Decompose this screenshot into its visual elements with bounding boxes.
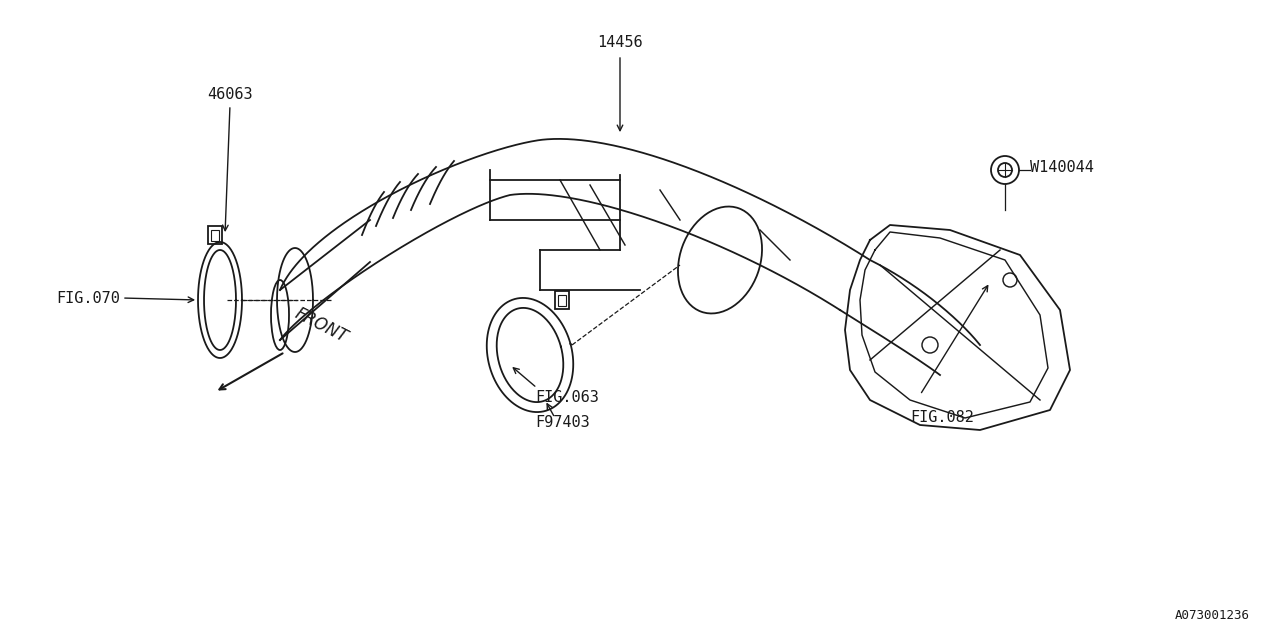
Text: W140044: W140044 xyxy=(1030,159,1094,175)
Text: FRONT: FRONT xyxy=(292,304,351,346)
Text: FIG.082: FIG.082 xyxy=(910,410,974,425)
Text: FIG.070: FIG.070 xyxy=(56,291,120,305)
Text: 46063: 46063 xyxy=(207,87,253,102)
Bar xyxy=(558,295,566,306)
Text: F97403: F97403 xyxy=(535,415,590,430)
Text: 14456: 14456 xyxy=(598,35,643,50)
Bar xyxy=(556,291,570,309)
Bar xyxy=(211,230,219,241)
Text: FIG.063: FIG.063 xyxy=(535,390,599,405)
Text: A073001236: A073001236 xyxy=(1175,609,1251,622)
Bar xyxy=(209,226,221,244)
